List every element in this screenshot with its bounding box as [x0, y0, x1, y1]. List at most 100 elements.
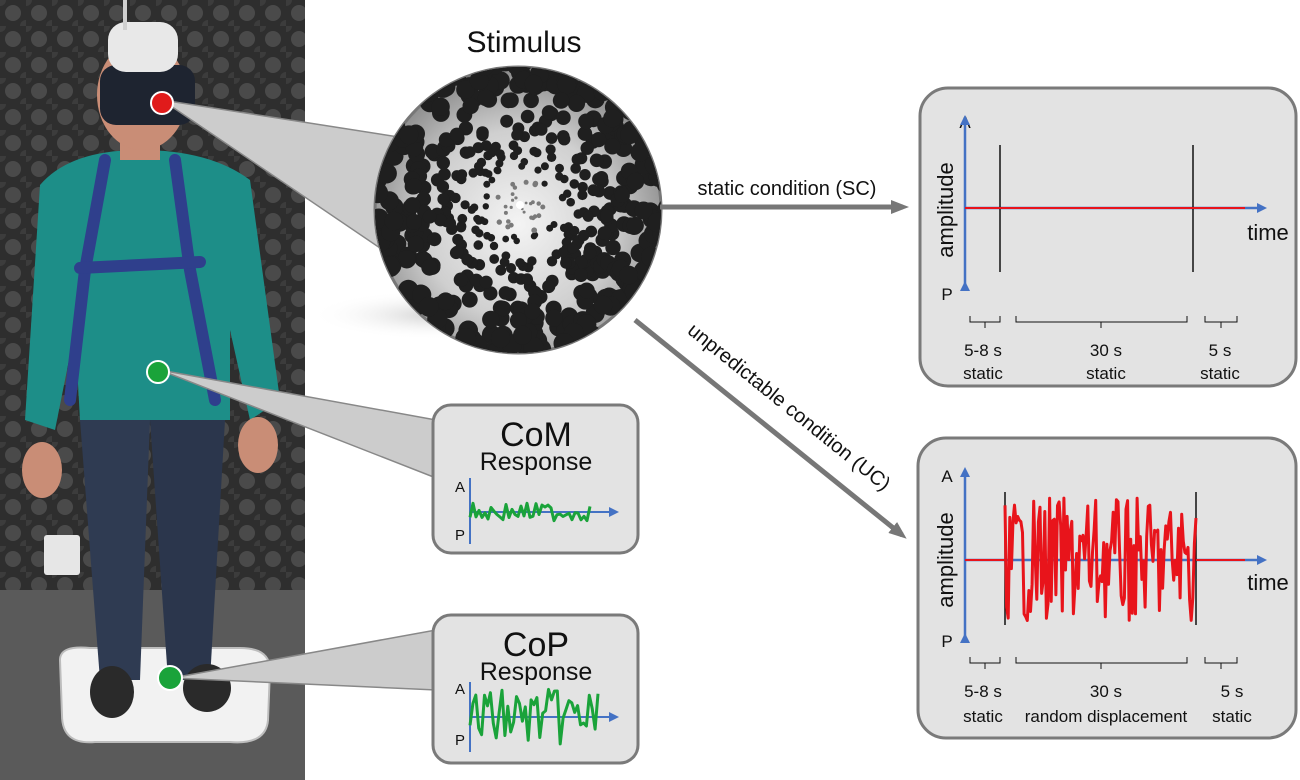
stimulus-dot	[577, 189, 588, 201]
stimulus-dot	[589, 153, 604, 168]
stimulus-dot	[509, 205, 513, 209]
right-hand	[238, 417, 278, 473]
stimulus-dot	[560, 174, 569, 184]
uc-bracket-3	[1204, 657, 1238, 669]
stimulus-dot	[431, 97, 450, 117]
stimulus-dot	[499, 257, 510, 268]
stimulus-dot	[436, 292, 455, 311]
stimulus-dot	[482, 203, 489, 210]
stimulus-dot	[509, 312, 527, 329]
stimulus-center	[516, 201, 524, 209]
stimulus-dot	[490, 328, 511, 348]
stimulus-dot	[418, 296, 439, 317]
cop-marker-green	[157, 665, 183, 691]
stimulus-dot	[590, 68, 613, 91]
right-leg	[150, 420, 225, 680]
stimulus-dot	[578, 282, 595, 299]
stimulus-dot	[574, 268, 588, 283]
stimulus-dot	[515, 258, 525, 268]
sc-phase-2-duration: 30 s	[1090, 341, 1122, 360]
stimulus-dot	[506, 67, 528, 76]
stimulus-dot	[524, 303, 541, 320]
stimulus-dot	[532, 148, 542, 158]
stimulus-dot	[523, 92, 539, 109]
stimulus-dot	[453, 272, 469, 287]
stimulus-dot	[524, 201, 528, 205]
stimulus-dot	[460, 200, 470, 210]
stimulus-dot	[424, 143, 441, 159]
stimulus-dot	[521, 273, 533, 285]
cop-axis-p: P	[455, 732, 465, 749]
stimulus-dot	[583, 246, 597, 260]
stimulus-dot	[427, 232, 442, 247]
uc-phase-1-duration: 5-8 s	[964, 682, 1002, 701]
stimulus-dot	[579, 169, 591, 181]
stimulus-dot	[467, 205, 476, 214]
stimulus-dot	[456, 169, 468, 180]
stimulus-dot	[506, 219, 511, 224]
headset-strap	[108, 22, 178, 72]
stimulus-dot	[577, 126, 593, 141]
uc-axis-p: P	[941, 632, 952, 651]
uc-phase-3-label: static	[1212, 707, 1252, 726]
stimulus-dot	[502, 235, 510, 243]
stimulus-dot	[545, 144, 556, 155]
stimulus-dot	[451, 245, 464, 258]
stimulus-dot	[578, 229, 590, 242]
stimulus-dot	[473, 161, 484, 172]
stimulus-dot	[605, 239, 621, 256]
com-axis-a: A	[455, 479, 465, 496]
stimulus-dot	[421, 259, 438, 276]
stimulus-dot	[546, 152, 557, 162]
stimulus-dot	[477, 89, 495, 107]
static-condition-label: static condition (SC)	[698, 178, 877, 200]
stimulus-dot	[614, 187, 630, 203]
stimulus-dot	[587, 184, 600, 197]
stimulus-dot	[469, 273, 483, 287]
vr-headset	[100, 65, 195, 125]
stimulus-dot	[489, 254, 500, 264]
stimulus-dot	[559, 223, 569, 233]
sc-phase-1-duration: 5-8 s	[964, 341, 1002, 360]
stimulus-dot	[437, 193, 450, 206]
stimulus-dot	[461, 253, 474, 266]
stimulus-dot	[580, 141, 594, 155]
stimulus-dot	[556, 110, 571, 125]
cop-title: CoP	[503, 626, 569, 664]
static-condition-panel: A P amplitude time 5-8 s static 30 s sta…	[918, 86, 1298, 388]
uc-phase-3-duration: 5 s	[1221, 682, 1244, 701]
stimulus-dot	[619, 265, 639, 285]
stimulus-dot	[449, 127, 464, 142]
stimulus-dot	[591, 132, 607, 148]
stimulus-dot	[520, 109, 535, 124]
stimulus-dot	[511, 129, 523, 141]
uc-phase-2-duration: 30 s	[1090, 682, 1122, 701]
stimulus-dot	[476, 126, 489, 139]
stimulus-dot	[567, 94, 586, 112]
sc-phase-2-label: static	[1086, 364, 1126, 383]
uc-random-signal	[1003, 496, 1198, 622]
stimulus-dot	[469, 70, 489, 90]
stimulus-title: Stimulus	[466, 26, 581, 59]
stimulus-dot	[422, 209, 437, 224]
sc-amplitude-label: amplitude	[933, 162, 958, 257]
stimulus-dot	[560, 257, 572, 269]
sc-phase-3-label: static	[1200, 364, 1240, 383]
sc-bracket-2	[1015, 316, 1188, 328]
stimulus-dot	[482, 310, 500, 329]
headset-marker-red	[150, 91, 174, 115]
stimulus-dot	[531, 227, 538, 234]
stimulus-dot	[597, 226, 612, 240]
stimulus-dot	[503, 92, 519, 108]
uc-axis-a: A	[941, 467, 953, 486]
stimulus-dot	[483, 180, 491, 188]
stimulus-dot	[436, 180, 450, 193]
stimulus-dot	[527, 256, 537, 266]
stimulus-dot	[532, 180, 539, 187]
stimulus-dot	[593, 295, 613, 315]
stimulus-dot	[524, 74, 543, 93]
stimulus-dot	[620, 99, 642, 121]
stimulus-dot	[457, 213, 468, 224]
stimulus-dot	[456, 80, 475, 99]
stimulus-dot	[540, 204, 546, 210]
